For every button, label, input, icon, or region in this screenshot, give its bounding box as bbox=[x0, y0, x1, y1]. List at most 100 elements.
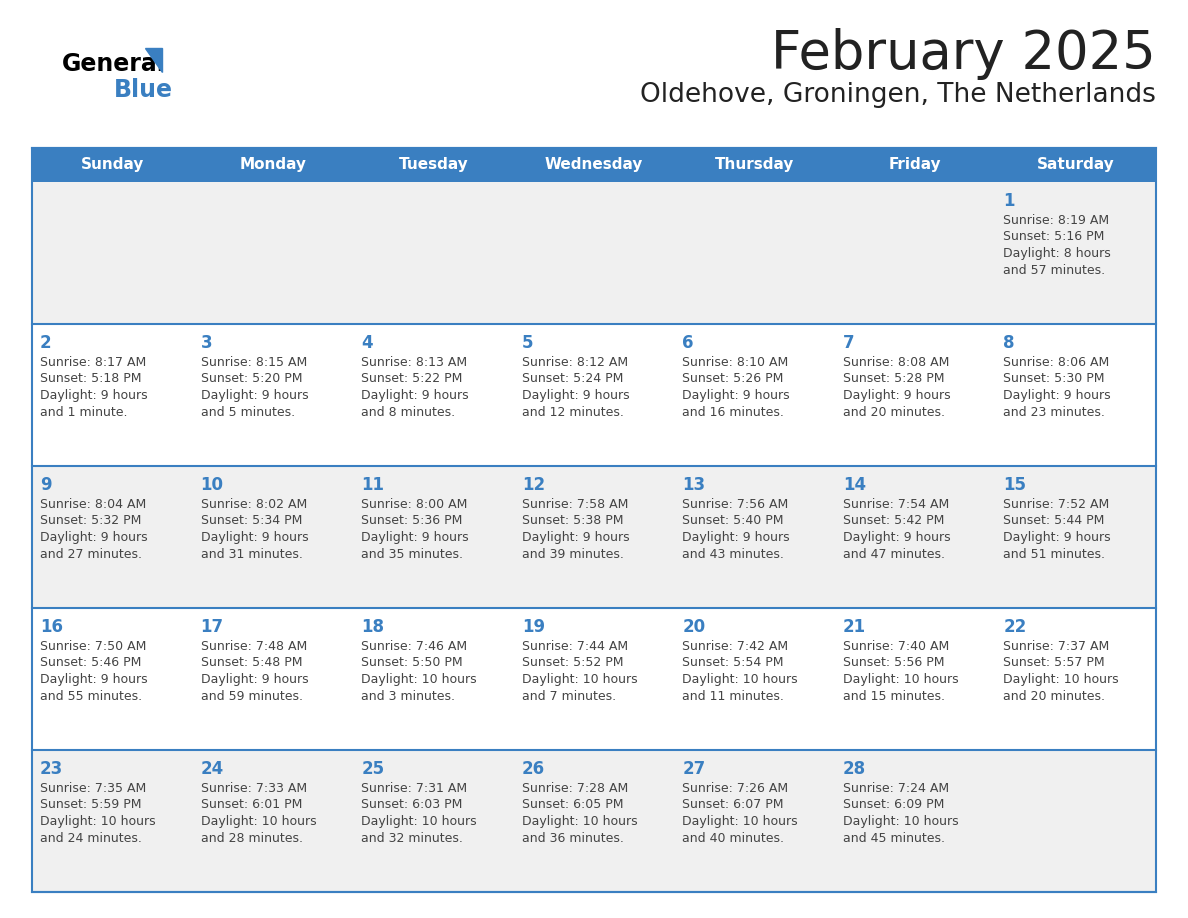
Text: and 20 minutes.: and 20 minutes. bbox=[842, 406, 944, 419]
Text: Sunrise: 7:52 AM: Sunrise: 7:52 AM bbox=[1004, 498, 1110, 511]
Text: Daylight: 9 hours: Daylight: 9 hours bbox=[361, 389, 469, 402]
Text: Sunrise: 8:02 AM: Sunrise: 8:02 AM bbox=[201, 498, 307, 511]
Text: Sunset: 5:36 PM: Sunset: 5:36 PM bbox=[361, 514, 462, 528]
Polygon shape bbox=[145, 48, 162, 72]
Text: 28: 28 bbox=[842, 760, 866, 778]
Text: and 23 minutes.: and 23 minutes. bbox=[1004, 406, 1105, 419]
Text: 6: 6 bbox=[682, 334, 694, 352]
Text: Sunrise: 7:40 AM: Sunrise: 7:40 AM bbox=[842, 640, 949, 653]
Text: and 8 minutes.: and 8 minutes. bbox=[361, 406, 455, 419]
Text: and 57 minutes.: and 57 minutes. bbox=[1004, 263, 1106, 276]
Text: Sunrise: 7:42 AM: Sunrise: 7:42 AM bbox=[682, 640, 789, 653]
Text: Sunday: Sunday bbox=[81, 158, 144, 173]
Text: and 11 minutes.: and 11 minutes. bbox=[682, 689, 784, 702]
FancyBboxPatch shape bbox=[32, 466, 1156, 608]
Text: February 2025: February 2025 bbox=[771, 28, 1156, 80]
Text: and 39 minutes.: and 39 minutes. bbox=[522, 547, 624, 561]
Text: Sunrise: 7:58 AM: Sunrise: 7:58 AM bbox=[522, 498, 628, 511]
Text: Sunset: 5:22 PM: Sunset: 5:22 PM bbox=[361, 373, 462, 386]
Text: Daylight: 10 hours: Daylight: 10 hours bbox=[201, 815, 316, 828]
Text: Sunset: 5:54 PM: Sunset: 5:54 PM bbox=[682, 656, 784, 669]
Text: and 27 minutes.: and 27 minutes. bbox=[40, 547, 143, 561]
Text: Daylight: 9 hours: Daylight: 9 hours bbox=[842, 531, 950, 544]
Text: Oldehove, Groningen, The Netherlands: Oldehove, Groningen, The Netherlands bbox=[640, 82, 1156, 108]
Text: Daylight: 10 hours: Daylight: 10 hours bbox=[522, 673, 637, 686]
Text: and 28 minutes.: and 28 minutes. bbox=[201, 832, 303, 845]
FancyBboxPatch shape bbox=[32, 608, 1156, 750]
Text: 4: 4 bbox=[361, 334, 373, 352]
Text: Sunset: 5:50 PM: Sunset: 5:50 PM bbox=[361, 656, 463, 669]
FancyBboxPatch shape bbox=[32, 182, 1156, 324]
Text: Sunset: 5:42 PM: Sunset: 5:42 PM bbox=[842, 514, 944, 528]
Text: Sunrise: 7:26 AM: Sunrise: 7:26 AM bbox=[682, 782, 789, 795]
Text: and 43 minutes.: and 43 minutes. bbox=[682, 547, 784, 561]
Text: Sunrise: 7:37 AM: Sunrise: 7:37 AM bbox=[1004, 640, 1110, 653]
Text: Sunrise: 7:24 AM: Sunrise: 7:24 AM bbox=[842, 782, 949, 795]
Text: Sunrise: 8:00 AM: Sunrise: 8:00 AM bbox=[361, 498, 468, 511]
Text: 27: 27 bbox=[682, 760, 706, 778]
FancyBboxPatch shape bbox=[353, 148, 513, 182]
Text: Sunset: 5:44 PM: Sunset: 5:44 PM bbox=[1004, 514, 1105, 528]
Text: Daylight: 9 hours: Daylight: 9 hours bbox=[522, 531, 630, 544]
Text: Sunset: 6:07 PM: Sunset: 6:07 PM bbox=[682, 799, 784, 812]
Text: 15: 15 bbox=[1004, 476, 1026, 494]
Text: 1: 1 bbox=[1004, 192, 1015, 210]
Text: and 15 minutes.: and 15 minutes. bbox=[842, 689, 944, 702]
Text: and 32 minutes.: and 32 minutes. bbox=[361, 832, 463, 845]
Text: 8: 8 bbox=[1004, 334, 1015, 352]
Text: 23: 23 bbox=[40, 760, 63, 778]
Text: 16: 16 bbox=[40, 618, 63, 636]
Text: Blue: Blue bbox=[114, 78, 173, 102]
Text: Sunset: 6:05 PM: Sunset: 6:05 PM bbox=[522, 799, 624, 812]
Text: and 24 minutes.: and 24 minutes. bbox=[40, 832, 141, 845]
Text: 22: 22 bbox=[1004, 618, 1026, 636]
Text: Sunrise: 8:12 AM: Sunrise: 8:12 AM bbox=[522, 356, 627, 369]
Text: Sunset: 5:26 PM: Sunset: 5:26 PM bbox=[682, 373, 784, 386]
Text: Daylight: 10 hours: Daylight: 10 hours bbox=[1004, 673, 1119, 686]
Text: Daylight: 9 hours: Daylight: 9 hours bbox=[361, 531, 469, 544]
Text: and 47 minutes.: and 47 minutes. bbox=[842, 547, 944, 561]
Text: 2: 2 bbox=[40, 334, 51, 352]
Text: and 20 minutes.: and 20 minutes. bbox=[1004, 689, 1105, 702]
Text: Sunset: 5:59 PM: Sunset: 5:59 PM bbox=[40, 799, 141, 812]
Text: Daylight: 10 hours: Daylight: 10 hours bbox=[682, 815, 798, 828]
Text: Sunrise: 8:08 AM: Sunrise: 8:08 AM bbox=[842, 356, 949, 369]
Text: and 1 minute.: and 1 minute. bbox=[40, 406, 127, 419]
Text: Thursday: Thursday bbox=[715, 158, 795, 173]
FancyBboxPatch shape bbox=[835, 148, 996, 182]
Text: Sunset: 5:48 PM: Sunset: 5:48 PM bbox=[201, 656, 302, 669]
Text: Sunset: 5:28 PM: Sunset: 5:28 PM bbox=[842, 373, 944, 386]
Text: Daylight: 10 hours: Daylight: 10 hours bbox=[361, 815, 476, 828]
Text: 7: 7 bbox=[842, 334, 854, 352]
Text: Sunset: 6:03 PM: Sunset: 6:03 PM bbox=[361, 799, 462, 812]
Text: Wednesday: Wednesday bbox=[545, 158, 643, 173]
Text: 19: 19 bbox=[522, 618, 545, 636]
Text: and 31 minutes.: and 31 minutes. bbox=[201, 547, 303, 561]
Text: General: General bbox=[62, 52, 166, 76]
Text: 9: 9 bbox=[40, 476, 51, 494]
Text: Sunset: 6:01 PM: Sunset: 6:01 PM bbox=[201, 799, 302, 812]
Text: 11: 11 bbox=[361, 476, 384, 494]
Text: Sunrise: 8:13 AM: Sunrise: 8:13 AM bbox=[361, 356, 467, 369]
Text: Sunset: 5:30 PM: Sunset: 5:30 PM bbox=[1004, 373, 1105, 386]
FancyBboxPatch shape bbox=[32, 148, 192, 182]
Text: and 35 minutes.: and 35 minutes. bbox=[361, 547, 463, 561]
Text: 5: 5 bbox=[522, 334, 533, 352]
Text: Sunset: 5:16 PM: Sunset: 5:16 PM bbox=[1004, 230, 1105, 243]
Text: 20: 20 bbox=[682, 618, 706, 636]
Text: Daylight: 8 hours: Daylight: 8 hours bbox=[1004, 247, 1111, 260]
Text: and 59 minutes.: and 59 minutes. bbox=[201, 689, 303, 702]
Text: Sunset: 5:40 PM: Sunset: 5:40 PM bbox=[682, 514, 784, 528]
Text: Sunrise: 7:44 AM: Sunrise: 7:44 AM bbox=[522, 640, 627, 653]
Text: 24: 24 bbox=[201, 760, 223, 778]
Text: Daylight: 9 hours: Daylight: 9 hours bbox=[201, 389, 308, 402]
FancyBboxPatch shape bbox=[996, 148, 1156, 182]
Text: Daylight: 9 hours: Daylight: 9 hours bbox=[1004, 389, 1111, 402]
Text: Daylight: 9 hours: Daylight: 9 hours bbox=[201, 673, 308, 686]
Text: 26: 26 bbox=[522, 760, 545, 778]
Text: Saturday: Saturday bbox=[1037, 158, 1114, 173]
Text: Sunset: 5:57 PM: Sunset: 5:57 PM bbox=[1004, 656, 1105, 669]
Text: Daylight: 9 hours: Daylight: 9 hours bbox=[522, 389, 630, 402]
Text: 25: 25 bbox=[361, 760, 384, 778]
Text: 12: 12 bbox=[522, 476, 545, 494]
